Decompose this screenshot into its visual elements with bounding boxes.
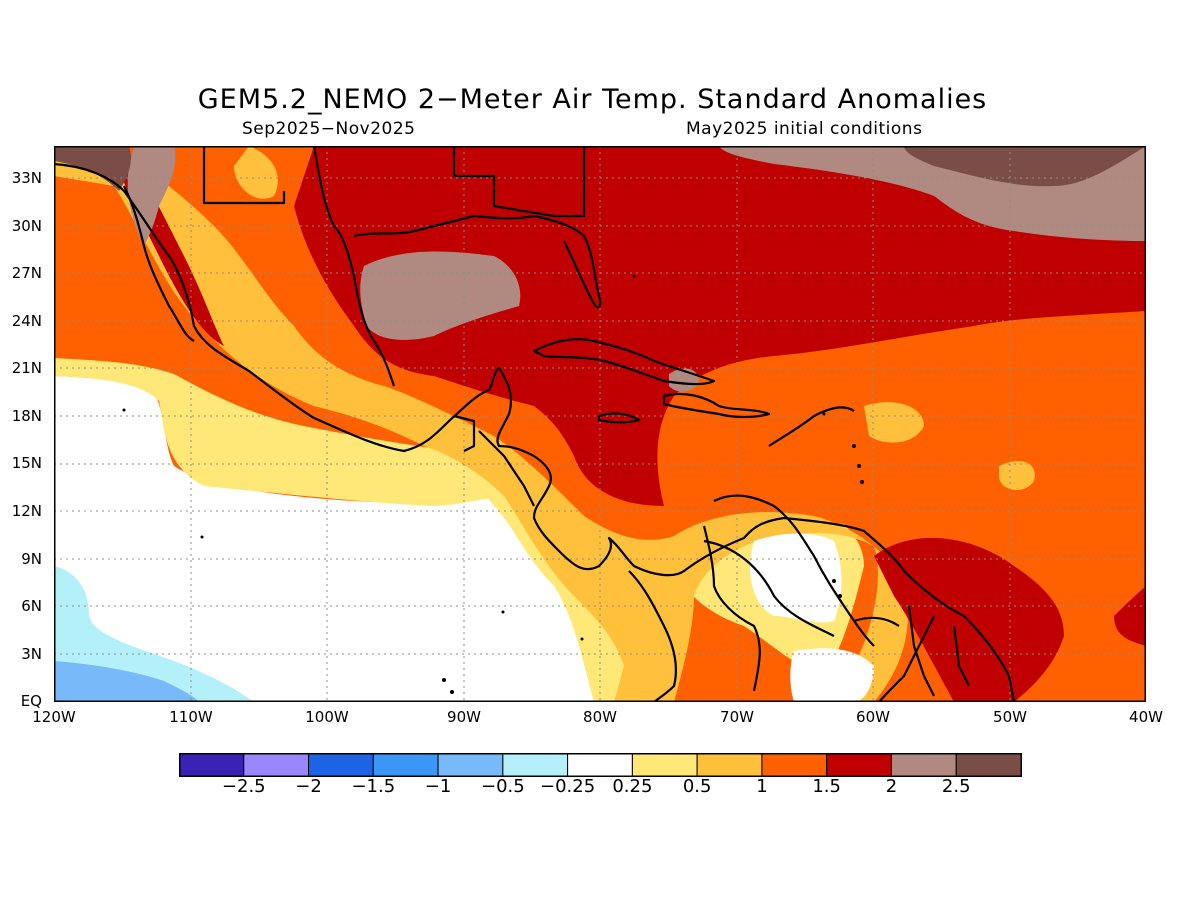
colorbar-label: 0.5 bbox=[682, 776, 712, 797]
anomaly-region bbox=[864, 402, 924, 443]
colorbar-swatch bbox=[567, 753, 633, 777]
colorbar-swatch bbox=[761, 753, 828, 777]
anomaly-region bbox=[234, 146, 278, 199]
lat-label: 27N bbox=[11, 264, 42, 282]
colorbar-swatch bbox=[437, 753, 504, 777]
anomaly-region bbox=[999, 461, 1035, 491]
anomaly-region bbox=[454, 451, 634, 702]
period-subtitle: Sep2025−Nov2025 bbox=[242, 119, 416, 139]
lat-label: 21N bbox=[11, 359, 42, 377]
colorbar-label: −1.5 bbox=[351, 776, 396, 797]
anomaly-region bbox=[294, 146, 1146, 506]
lat-label: 12N bbox=[11, 502, 42, 520]
colorbar-swatch bbox=[826, 753, 892, 777]
colorbar-swatch bbox=[696, 753, 763, 777]
colorbar-label: 1.5 bbox=[812, 776, 841, 797]
anomaly-region bbox=[790, 648, 874, 702]
anomaly-region bbox=[904, 146, 1146, 187]
lon-label: 40W bbox=[1129, 708, 1163, 726]
colorbar-swatch bbox=[372, 753, 439, 777]
lat-label: EQ bbox=[20, 692, 42, 710]
map-title: GEM5.2_NEMO 2−Meter Air Temp. Standard A… bbox=[197, 84, 988, 115]
lat-label: 18N bbox=[11, 407, 42, 425]
colorbar-swatch bbox=[955, 753, 1022, 777]
colorbar-swatch bbox=[308, 753, 374, 777]
anomaly-region bbox=[127, 146, 176, 246]
colorbar-label: 1 bbox=[756, 776, 768, 797]
lat-label: 6N bbox=[21, 597, 42, 615]
lat-label: 24N bbox=[11, 312, 42, 330]
anomaly-region bbox=[54, 146, 131, 191]
lat-label: 15N bbox=[11, 454, 42, 472]
colorbar-swatch bbox=[890, 753, 957, 777]
colorbar-label: −1 bbox=[424, 776, 452, 797]
lon-label: 100W bbox=[305, 708, 349, 726]
anomaly-region bbox=[360, 251, 521, 340]
lon-label: 120W bbox=[32, 708, 76, 726]
colorbar-label: 0.25 bbox=[612, 776, 653, 797]
lat-label: 3N bbox=[21, 645, 42, 663]
init-subtitle: May2025 initial conditions bbox=[686, 119, 923, 139]
lat-label: 9N bbox=[21, 550, 42, 568]
lon-label: 110W bbox=[169, 708, 213, 726]
lon-label: 80W bbox=[583, 708, 617, 726]
colorbar-label: −0.25 bbox=[540, 776, 596, 797]
map-frame bbox=[54, 146, 1146, 702]
lon-label: 60W bbox=[856, 708, 890, 726]
anomaly-map bbox=[54, 146, 1146, 702]
colorbar-swatch bbox=[631, 753, 698, 777]
lon-label: 90W bbox=[447, 708, 481, 726]
lat-label: 33N bbox=[11, 169, 42, 187]
lon-label: 50W bbox=[993, 708, 1027, 726]
colorbar-label: −2.5 bbox=[221, 776, 266, 797]
colorbar-label: −0.5 bbox=[480, 776, 525, 797]
colorbar bbox=[179, 753, 1022, 777]
colorbar-label: 2.5 bbox=[941, 776, 971, 797]
colorbar-swatch bbox=[243, 753, 310, 777]
colorbar-label: −2 bbox=[295, 776, 322, 797]
lat-label: 30N bbox=[11, 217, 42, 235]
anomaly-region bbox=[1114, 586, 1146, 646]
coastlines bbox=[54, 146, 1016, 702]
colorbar-label: 2 bbox=[885, 776, 898, 797]
anomaly-region bbox=[54, 661, 199, 702]
colorbar-swatch bbox=[502, 753, 569, 777]
islands bbox=[122, 274, 864, 694]
lon-label: 70W bbox=[720, 708, 754, 726]
anomaly-region bbox=[54, 358, 514, 506]
anomaly-region bbox=[750, 533, 842, 623]
colorbar-swatch bbox=[179, 753, 245, 777]
anomaly-region bbox=[54, 376, 634, 702]
